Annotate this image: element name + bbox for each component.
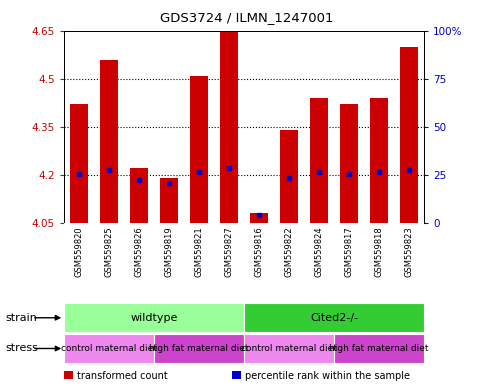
- Text: strain: strain: [5, 313, 37, 323]
- Text: high fat maternal diet: high fat maternal diet: [329, 344, 429, 353]
- Text: GSM559820: GSM559820: [74, 227, 84, 277]
- Bar: [100, 60, 118, 223]
- Bar: [130, 168, 148, 223]
- Bar: [64, 334, 154, 363]
- Bar: [310, 98, 328, 223]
- Text: GSM559817: GSM559817: [345, 227, 353, 277]
- Text: GSM559821: GSM559821: [195, 227, 204, 277]
- Bar: [250, 213, 268, 223]
- Text: GSM559818: GSM559818: [375, 227, 384, 277]
- Bar: [400, 47, 418, 223]
- Bar: [220, 31, 238, 223]
- Bar: [244, 303, 424, 332]
- Text: control maternal diet: control maternal diet: [61, 344, 157, 353]
- Text: transformed count: transformed count: [77, 371, 168, 381]
- Text: GSM559823: GSM559823: [404, 227, 414, 277]
- Text: GSM559824: GSM559824: [315, 227, 323, 277]
- Bar: [154, 334, 244, 363]
- Text: wildtype: wildtype: [130, 313, 178, 323]
- Bar: [340, 104, 358, 223]
- Text: high fat maternal diet: high fat maternal diet: [149, 344, 249, 353]
- Bar: [70, 104, 88, 223]
- Text: stress: stress: [5, 343, 38, 354]
- Text: Cited2-/-: Cited2-/-: [310, 313, 358, 323]
- Text: GSM559822: GSM559822: [284, 227, 293, 277]
- Bar: [244, 334, 334, 363]
- Text: GSM559826: GSM559826: [135, 227, 143, 277]
- Bar: [370, 98, 388, 223]
- Bar: [160, 178, 178, 223]
- Bar: [280, 130, 298, 223]
- Text: GSM559816: GSM559816: [254, 227, 264, 277]
- Text: GSM559827: GSM559827: [224, 227, 234, 277]
- Text: GSM559819: GSM559819: [165, 227, 174, 277]
- Text: control maternal diet: control maternal diet: [241, 344, 337, 353]
- Bar: [334, 334, 424, 363]
- Text: GDS3724 / ILMN_1247001: GDS3724 / ILMN_1247001: [160, 12, 333, 25]
- Text: GSM559825: GSM559825: [105, 227, 113, 277]
- Bar: [190, 76, 208, 223]
- Bar: [64, 303, 244, 332]
- Text: percentile rank within the sample: percentile rank within the sample: [245, 371, 410, 381]
